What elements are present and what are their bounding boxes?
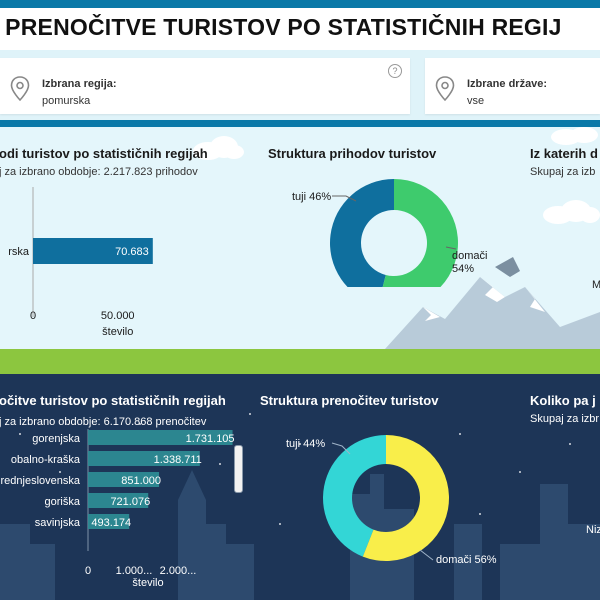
nights-bar-chart: gorenjska 1.731.105 obalno-kraška 1.338.711… (1, 429, 235, 589)
countries-filter-value: vse (467, 95, 485, 107)
donut-slice (382, 179, 458, 287)
value-label: 70.683 (115, 246, 149, 258)
income-bar-chart: rska 70.683 0 50.000 število (8, 187, 153, 337)
nights-bars-subtitle: j za izbrano obdobje: 6.170.868 prenočit… (0, 416, 207, 428)
countries-filter-label: Izbrane države: (467, 78, 548, 90)
leader-line (332, 195, 357, 202)
bar (88, 514, 130, 529)
category-label: gorenjska (32, 433, 81, 445)
leader-line (445, 246, 457, 250)
nights-duration-cut-label: Niz (586, 524, 600, 536)
countries-filter-card[interactable]: Izbrane države: vse (425, 58, 600, 114)
section-divider (0, 120, 600, 127)
bar (88, 430, 233, 445)
value-label: 721.076 (110, 496, 150, 508)
category-label: goriška (45, 496, 81, 508)
leader-line (331, 442, 351, 455)
bar (88, 493, 149, 508)
income-section: odi turistov po statističnih regijah j z… (0, 127, 600, 349)
value-label: 1.731.105 (186, 433, 235, 445)
help-icon[interactable]: ? (388, 64, 402, 78)
page-title: I PRENOČITVE TURISTOV PO STATISTIČNIH RE… (0, 14, 562, 40)
donut-slice (362, 435, 450, 561)
income-structure-title: Struktura prihodov turistov (268, 146, 437, 161)
nights-section: očitve turistov po statističnih regijah … (0, 374, 600, 600)
nights-duration-title: Koliko pa j (530, 393, 596, 408)
top-accent-strip (0, 0, 600, 8)
value-label: 493.174 (91, 517, 131, 529)
bar (88, 472, 160, 487)
chart-scrollbar[interactable] (234, 445, 243, 493)
region-filter-label: Izbrana regija: (42, 78, 117, 90)
income-origin-title: Iz katerih d (530, 146, 598, 161)
location-pin-icon (435, 76, 455, 102)
category-label: savinjska (35, 517, 81, 529)
leader-line (419, 549, 434, 561)
category-label: obalno-kraška (11, 454, 81, 466)
donut-slice (330, 179, 394, 287)
income-origin-cut-label: M (592, 279, 600, 291)
bar (88, 451, 200, 466)
tick-label: 2.000... (160, 565, 197, 577)
tick-label: 0 (85, 565, 91, 577)
cloud-icon (543, 200, 600, 224)
nights-structure-donut: tuji 44% domači 56% (286, 435, 497, 566)
nights-duration-subtitle: Skupaj za izbr (530, 413, 600, 425)
slice-label: tuji 44% (286, 438, 325, 450)
title-bar (0, 8, 600, 50)
cloud-icon (193, 136, 244, 160)
nights-bars-title: očitve turistov po statističnih regijah (0, 393, 226, 408)
income-origin-subtitle: Skupaj za izb (530, 166, 596, 178)
slice-label: tuji 46% (292, 191, 331, 203)
tick-label: 50.000 (101, 310, 135, 322)
income-bars-title: odi turistov po statističnih regijah (0, 146, 208, 161)
mountains-illustration (385, 257, 600, 349)
value-label: 851.000 (121, 475, 161, 487)
location-pin-icon (10, 76, 30, 102)
slice-label: domači 56% (436, 554, 497, 566)
slice-label: domači (452, 250, 487, 262)
x-axis-label: število (132, 577, 163, 589)
category-label: rednjeslovenska (1, 475, 81, 487)
region-filter-card[interactable]: Izbrana regija: pomurska ? (0, 58, 410, 114)
category-label: rska (8, 246, 30, 258)
tick-label: 0 (30, 310, 36, 322)
tick-label: 1.000... (116, 565, 153, 577)
x-axis-label: število (102, 326, 133, 337)
nights-structure-title: Struktura prenočitev turistov (260, 393, 439, 408)
cloud-icon (551, 127, 598, 145)
donut-slice (323, 435, 386, 557)
income-bars-subtitle: j za izbrano obdobje: 2.217.823 prihodov (0, 166, 198, 178)
grass-strip (0, 349, 600, 374)
region-filter-value: pomurska (42, 95, 91, 107)
bar (33, 238, 153, 264)
value-label: 1.338.711 (154, 454, 202, 466)
slice-value-label: 54% (452, 263, 474, 275)
